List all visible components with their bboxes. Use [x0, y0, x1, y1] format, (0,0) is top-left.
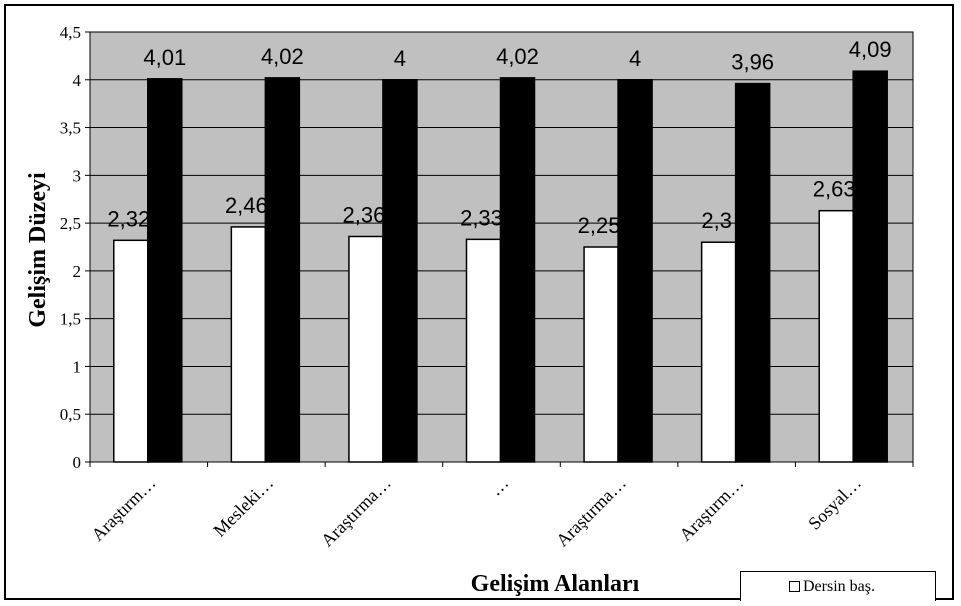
- y-tick-label: 4: [73, 71, 82, 90]
- x-tick-label: Araştırm…: [675, 473, 747, 545]
- x-tick-label: Araştırma…: [317, 473, 395, 551]
- bar-dersin-bas-4: [465, 238, 502, 463]
- y-tick-label: 2: [73, 262, 82, 281]
- y-tick-label: 0,5: [60, 405, 81, 424]
- legend: Dersin baş.: [740, 571, 936, 601]
- bar-dersin-bas-1: [113, 239, 149, 463]
- data-label: 2,33: [460, 205, 503, 230]
- y-tick-label: 3,5: [60, 119, 81, 138]
- bar-series2-4: [499, 77, 536, 463]
- y-tick-label: 1,5: [60, 310, 81, 329]
- data-label: 4,09: [849, 37, 892, 62]
- bar-dersin-bas-5: [583, 246, 619, 463]
- data-label: 2,25: [578, 213, 621, 238]
- legend-label: Dersin baş.: [803, 577, 875, 595]
- data-label: 2,63: [813, 177, 856, 202]
- y-tick-label: 1: [73, 357, 82, 376]
- data-label: 3,96: [731, 50, 774, 75]
- bar-dersin-bas-3: [348, 235, 384, 463]
- x-tick-label: Araştırma…: [552, 473, 630, 551]
- y-axis-title: Gelişim Düzeyi: [25, 172, 51, 328]
- bar-series2-6: [734, 82, 771, 463]
- data-label: 2,36: [343, 202, 386, 227]
- bars: [113, 70, 888, 463]
- bar-series2-7: [852, 70, 888, 463]
- bar-dersin-bas-2: [230, 226, 267, 463]
- data-label: 2,46: [225, 193, 268, 218]
- y-tick-label: 3: [73, 166, 82, 185]
- bar-dersin-bas-7: [818, 209, 854, 463]
- y-tick-label: 4,5: [60, 23, 81, 42]
- y-tick-label: 2,5: [60, 214, 81, 233]
- data-label: 4: [394, 46, 406, 71]
- bar-series2-5: [617, 79, 653, 463]
- bar-dersin-bas-6: [700, 241, 737, 463]
- data-label: 2,32: [107, 206, 150, 231]
- x-tick-label: …: [485, 473, 512, 500]
- x-tick-label: Mesleki…: [209, 473, 277, 541]
- data-label: 2,3: [701, 208, 732, 233]
- data-label: 4,02: [261, 44, 304, 69]
- bar-series2-2: [264, 77, 301, 463]
- bar-series2-3: [382, 79, 418, 463]
- y-axis: 0 0,5 1 1,5 2 2,5 3 3,5 4 4,5: [60, 23, 91, 472]
- x-axis-title: Gelişim Alanları: [471, 571, 640, 597]
- x-tick-label: Araştırm…: [88, 473, 160, 545]
- x-tick-label: Sosyal…: [804, 473, 865, 534]
- data-label: 4,02: [496, 44, 539, 69]
- data-label: 4: [629, 46, 641, 71]
- bar-series2-1: [147, 78, 183, 463]
- x-axis: Araştırm… Mesleki… Araştırma… … Araştırma… Ar…: [88, 461, 914, 551]
- legend-swatch-dersin-bas: [789, 581, 800, 592]
- data-labels: 2,32 4,01 2,46 4,02 2,36 4 2,33 4,02 2,25 4 2,3 3,9…: [107, 37, 891, 238]
- data-label: 4,01: [143, 45, 186, 70]
- y-tick-label: 0: [73, 453, 82, 472]
